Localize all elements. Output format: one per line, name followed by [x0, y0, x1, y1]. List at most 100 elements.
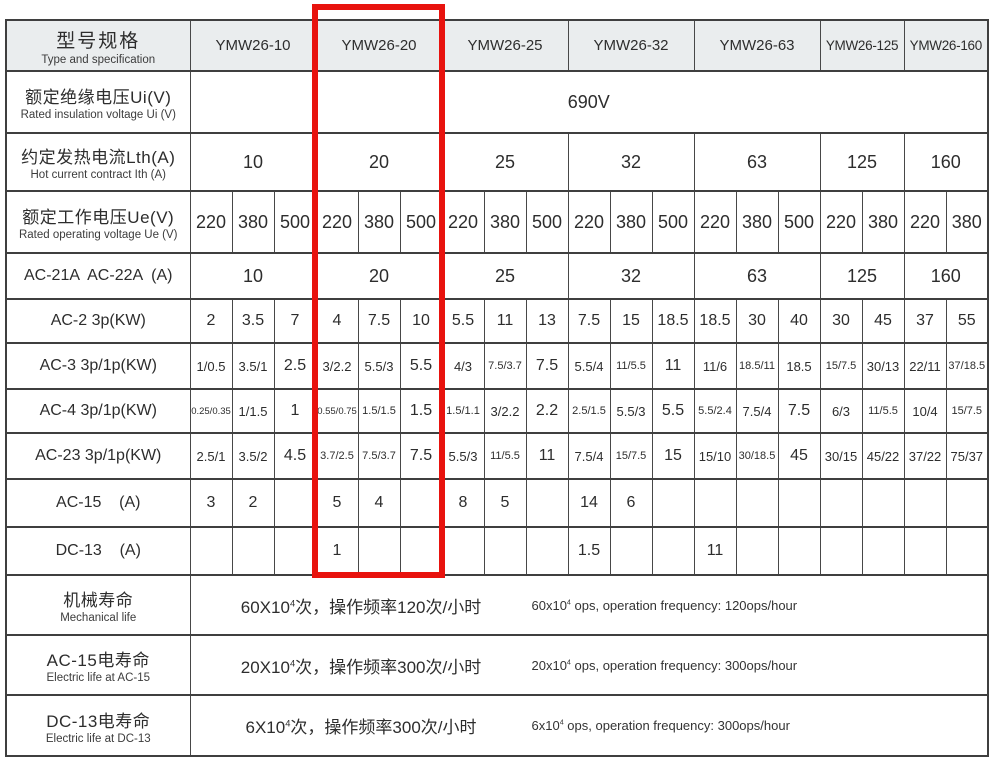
cell: 10	[189, 252, 316, 299]
cell	[735, 478, 778, 527]
cell: 30/18.5	[735, 432, 778, 479]
cell: 500	[777, 190, 820, 253]
cell: 1/0.5	[189, 342, 232, 389]
cell: 380	[357, 190, 400, 253]
cell: 5.5/3	[441, 432, 484, 479]
cell: 37/18.5	[945, 342, 989, 389]
life-content: 60X104次，操作频率120次/小时 60x104 ops, operatio…	[191, 593, 987, 618]
cell: 7.5	[525, 342, 568, 389]
cell: 45	[861, 298, 905, 343]
cell: 500	[651, 190, 694, 253]
row-label-zh: 额定绝缘电压Ui(V)	[25, 88, 172, 107]
cell: 20X104次，操作频率300次/小时 20x104 ops, operatio…	[189, 634, 989, 695]
cell: 13	[525, 298, 568, 343]
cell: 18.5	[693, 298, 736, 343]
row-label-cell: AC-15 (A)	[5, 478, 190, 527]
cell: 5.5/2.4	[693, 388, 736, 433]
row-insulation-voltage: 额定绝缘电压Ui(V) Rated insulation voltage Ui …	[5, 70, 989, 133]
cell: 5.5/3	[357, 342, 400, 389]
cell: 63	[693, 132, 820, 191]
cell	[903, 478, 947, 527]
cell: 500	[273, 190, 316, 253]
cell	[357, 526, 400, 575]
row-label-cell: 额定绝缘电压Ui(V) Rated insulation voltage Ui …	[5, 70, 190, 133]
row-label-zh: DC-13电寿命	[46, 711, 151, 731]
cell: 1.5	[399, 388, 442, 433]
cell: 11	[693, 526, 736, 575]
life-text-zh: 6X104次，操作频率300次/小时	[245, 718, 477, 737]
cell: 5.5	[399, 342, 442, 389]
cell: 220	[903, 190, 947, 253]
cell: 4.5	[273, 432, 316, 479]
cell: 1	[315, 526, 358, 575]
cell: 2	[231, 478, 274, 527]
row-ac23: AC-23 3p/1p(KW) 2.5/1 3.5/2 4.5 3.7/2.5 …	[5, 432, 989, 479]
model-name: YMW26-125	[819, 19, 905, 71]
cell: 11	[483, 298, 526, 343]
cell: 30/13	[861, 342, 905, 389]
cell: 7.5	[567, 298, 610, 343]
cell: 7.5/3.7	[483, 342, 526, 389]
row-label: AC-3 3p/1p(KW)	[39, 357, 157, 374]
cell: 8	[441, 478, 484, 527]
cell	[777, 526, 820, 575]
cell: 220	[315, 190, 358, 253]
life-content: 20X104次，操作频率300次/小时 20x104 ops, operatio…	[191, 653, 987, 678]
model-name: YMW26-25	[441, 19, 568, 71]
life-text-zh: 20X104次，操作频率300次/小时	[240, 657, 482, 677]
cell: 220	[441, 190, 484, 253]
cell: 15/7.5	[819, 342, 862, 389]
cell: 2.5	[273, 342, 316, 389]
row-label-cell: AC-15电寿命 Electric life at AC-15	[5, 634, 190, 695]
life-text-en: 6x104 ops, operation frequency: 300ops/h…	[531, 718, 790, 733]
cell: 160	[903, 252, 989, 299]
header-label-en: Type and specification	[41, 53, 156, 66]
row-label-en: Electric life at AC-15	[46, 672, 151, 684]
cell: 3.5/1	[231, 342, 274, 389]
model-name: YMW26-160	[903, 19, 989, 71]
row-ac15: AC-15 (A) 3 2 5 4 8 5 14 6	[5, 478, 989, 527]
life-content: 6X104次，操作频率300次/小时 6x104 ops, operation …	[191, 713, 987, 738]
cell: 18.5	[651, 298, 694, 343]
row-label-cell: 额定工作电压Ue(V) Rated operating voltage Ue (…	[5, 190, 190, 253]
table-header-row: 型号规格 Type and specification YMW26-10 YMW…	[5, 19, 989, 71]
header-label-cell: 型号规格 Type and specification	[5, 19, 190, 71]
row-ac21a-ac22a: AC-21A AC-22A (A) 10 20 25 32 63 125 160	[5, 252, 989, 299]
cell: 6X104次，操作频率300次/小时 6x104 ops, operation …	[189, 694, 989, 756]
row-label-zh: 机械寿命	[63, 591, 134, 610]
spec-table: 型号规格 Type and specification YMW26-10 YMW…	[5, 19, 990, 757]
header-label-zh: 型号规格	[56, 30, 141, 52]
row-label-zh: 额定工作电压Ue(V)	[22, 208, 175, 227]
cell: 220	[693, 190, 736, 253]
cell	[399, 526, 442, 575]
row-ac3: AC-3 3p/1p(KW) 1/0.5 3.5/1 2.5 3/2.2 5.5…	[5, 342, 989, 389]
cell: 1.5/1.5	[357, 388, 400, 433]
cell: 380	[231, 190, 274, 253]
cell: 15	[651, 432, 694, 479]
cell: 15	[609, 298, 652, 343]
cell	[525, 526, 568, 575]
row-ac4: AC-4 3p/1p(KW) 0.25/0.35 1/1.5 1 0.55/0.…	[5, 388, 989, 433]
cell: 11/5.5	[609, 342, 652, 389]
cell: 11/6	[693, 342, 736, 389]
cell: 7.5/4	[735, 388, 778, 433]
cell: 25	[441, 252, 568, 299]
cell	[273, 478, 316, 527]
row-dc13-electric-life: DC-13电寿命 Electric life at DC-13 6X104次，操…	[5, 694, 989, 756]
cell: 11/5.5	[483, 432, 526, 479]
life-text-en: 60x104 ops, operation frequency: 120ops/…	[531, 597, 798, 613]
cell	[861, 478, 905, 527]
row-label-cell: 约定发热电流Lth(A) Hot current contract Ith (A…	[5, 132, 190, 191]
life-text-zh: 60X104次，操作频率120次/小时	[240, 597, 482, 617]
row-label-cell: AC-23 3p/1p(KW)	[5, 432, 190, 479]
row-label-zh: AC-15电寿命	[46, 651, 150, 670]
cell: 5	[315, 478, 358, 527]
cell: 1.5/1.1	[441, 388, 484, 433]
cell: 75/37	[945, 432, 989, 479]
cell	[861, 526, 905, 575]
cell: 6/3	[819, 388, 862, 433]
row-dc13: DC-13 (A) 1 1.5 11	[5, 526, 989, 575]
cell: 2.2	[525, 388, 568, 433]
cell: 0.55/0.75	[315, 388, 358, 433]
